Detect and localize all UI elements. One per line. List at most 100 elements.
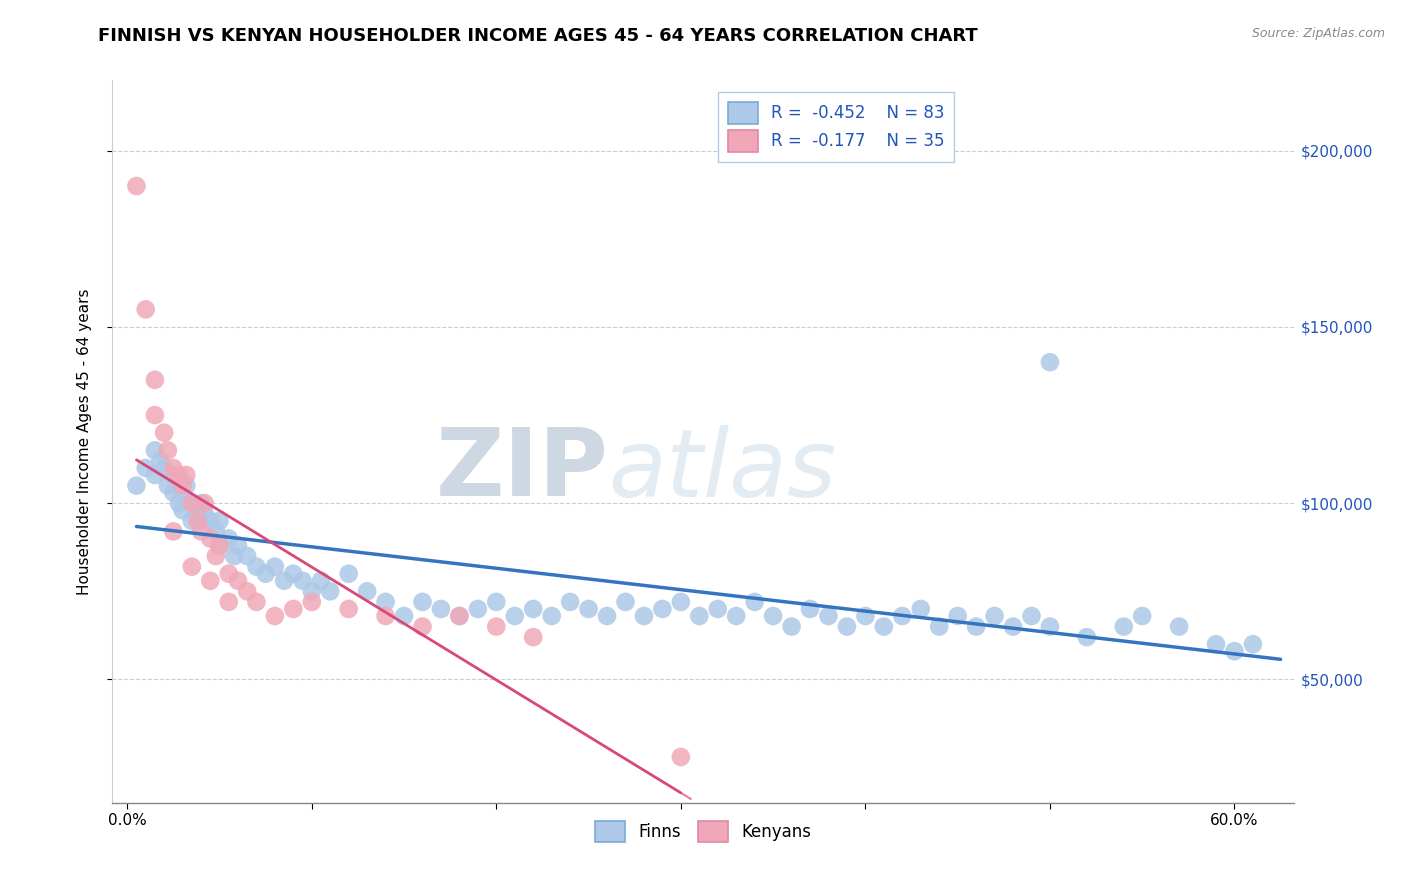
Point <box>669 595 692 609</box>
Point <box>946 609 969 624</box>
Point <box>208 514 231 528</box>
Point <box>153 425 176 440</box>
Point <box>135 461 157 475</box>
Point <box>143 468 166 483</box>
Point <box>236 549 259 563</box>
Point <box>200 514 222 528</box>
Text: FINNISH VS KENYAN HOUSEHOLDER INCOME AGES 45 - 64 YEARS CORRELATION CHART: FINNISH VS KENYAN HOUSEHOLDER INCOME AGE… <box>98 27 979 45</box>
Point <box>236 584 259 599</box>
Point <box>143 373 166 387</box>
Point <box>200 574 222 588</box>
Point <box>162 485 184 500</box>
Point <box>799 602 821 616</box>
Point <box>780 619 803 633</box>
Point <box>1039 619 1062 633</box>
Point <box>283 566 305 581</box>
Point <box>254 566 277 581</box>
Point <box>669 750 692 764</box>
Point <box>928 619 950 633</box>
Point <box>725 609 748 624</box>
Point <box>965 619 987 633</box>
Point <box>374 595 396 609</box>
Point <box>125 478 148 492</box>
Point <box>174 468 197 483</box>
Point <box>1168 619 1191 633</box>
Point <box>283 602 305 616</box>
Point <box>891 609 914 624</box>
Point <box>200 532 222 546</box>
Point <box>162 461 184 475</box>
Point <box>983 609 1005 624</box>
Point <box>194 507 217 521</box>
Point <box>374 609 396 624</box>
Point <box>264 609 287 624</box>
Point <box>186 503 208 517</box>
Point <box>162 468 184 483</box>
Point <box>156 443 179 458</box>
Text: Source: ZipAtlas.com: Source: ZipAtlas.com <box>1251 27 1385 40</box>
Point <box>1076 630 1098 644</box>
Point <box>156 478 179 492</box>
Text: ZIP: ZIP <box>436 425 609 516</box>
Point <box>224 549 246 563</box>
Point <box>301 584 323 599</box>
Point <box>190 524 212 539</box>
Point <box>208 539 231 553</box>
Point <box>522 602 544 616</box>
Y-axis label: Householder Income Ages 45 - 64 years: Householder Income Ages 45 - 64 years <box>77 288 91 595</box>
Point <box>218 595 240 609</box>
Point <box>873 619 896 633</box>
Point <box>578 602 600 616</box>
Point <box>1223 644 1246 658</box>
Point <box>1241 637 1264 651</box>
Point <box>180 514 202 528</box>
Point <box>172 503 194 517</box>
Point <box>245 559 267 574</box>
Legend: Finns, Kenyans: Finns, Kenyans <box>588 814 818 848</box>
Point <box>1205 637 1227 651</box>
Point <box>467 602 489 616</box>
Point <box>744 595 766 609</box>
Point <box>194 496 217 510</box>
Point <box>485 595 508 609</box>
Point <box>218 566 240 581</box>
Point <box>319 584 342 599</box>
Point <box>125 179 148 194</box>
Point <box>174 478 197 492</box>
Text: atlas: atlas <box>609 425 837 516</box>
Point <box>762 609 785 624</box>
Point <box>485 619 508 633</box>
Point <box>190 514 212 528</box>
Point <box>167 468 190 483</box>
Point <box>707 602 730 616</box>
Point <box>651 602 673 616</box>
Point <box>430 602 453 616</box>
Point <box>411 619 433 633</box>
Point <box>560 595 582 609</box>
Point <box>596 609 619 624</box>
Point <box>149 454 172 468</box>
Point <box>226 539 249 553</box>
Point <box>186 514 208 528</box>
Point <box>291 574 314 588</box>
Point <box>218 532 240 546</box>
Point <box>190 496 212 510</box>
Point <box>180 496 202 510</box>
Point <box>264 559 287 574</box>
Point <box>153 461 176 475</box>
Point <box>1130 609 1153 624</box>
Point <box>180 496 202 510</box>
Point <box>540 609 562 624</box>
Point <box>143 408 166 422</box>
Point <box>392 609 415 624</box>
Point <box>356 584 378 599</box>
Point <box>449 609 471 624</box>
Point <box>910 602 932 616</box>
Point <box>835 619 858 633</box>
Point <box>688 609 710 624</box>
Point <box>855 609 877 624</box>
Point <box>503 609 526 624</box>
Point <box>226 574 249 588</box>
Point <box>301 595 323 609</box>
Point <box>309 574 332 588</box>
